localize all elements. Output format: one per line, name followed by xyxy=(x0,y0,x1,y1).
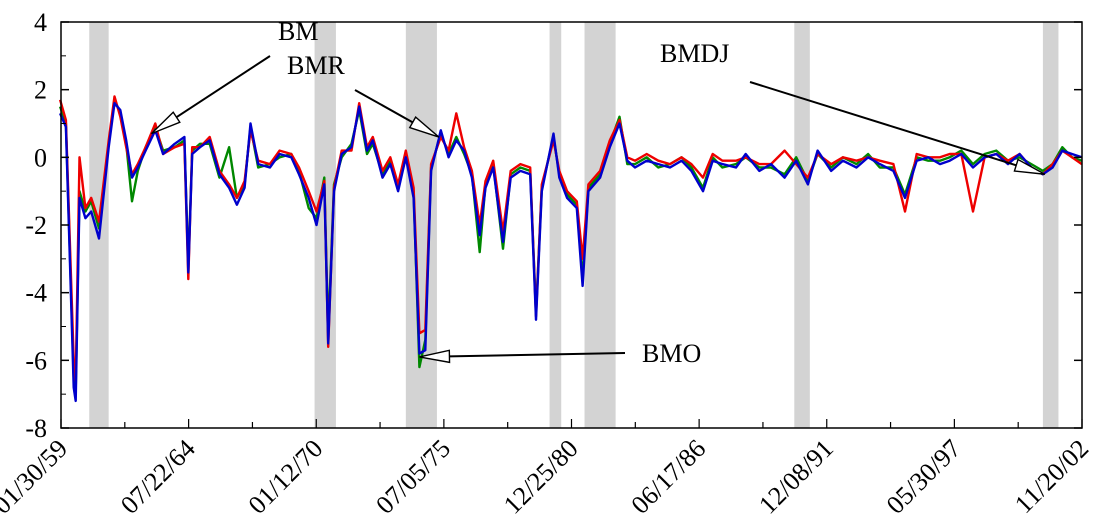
x-tick-label: 11/20/02 xyxy=(1009,434,1094,518)
x-tick-label: 12/08/91 xyxy=(753,434,839,518)
annotation-arrow-bmo xyxy=(449,352,626,358)
y-tick-label: 0 xyxy=(34,143,47,172)
plot-frame xyxy=(60,21,1083,429)
y-tick-label: -4 xyxy=(25,279,47,308)
x-tick-label: 07/05/75 xyxy=(370,434,456,518)
y-tick-label: -8 xyxy=(25,414,47,443)
y-tick-label: -6 xyxy=(25,346,47,375)
annotation-label-bm: BM xyxy=(278,17,318,46)
shaded-period-5 xyxy=(584,22,616,428)
annotation-arrowhead-bmdj xyxy=(1013,158,1046,175)
annotation-arrow-bmdj xyxy=(749,81,1017,167)
series-line-bm xyxy=(58,102,1083,403)
shaded-period-3 xyxy=(405,22,437,428)
series-lines xyxy=(58,95,1083,403)
y-tick-label: 2 xyxy=(34,76,47,105)
shaded-period-6 xyxy=(794,22,810,428)
annotation-arrow-bmr xyxy=(354,89,414,124)
annotation-arrow-bm xyxy=(175,55,271,119)
y-axis: 4 2 0 -2 -4 -6 -8 xyxy=(25,8,1082,443)
annotation-arrowhead-bmo xyxy=(419,349,451,364)
x-tick-label: 05/30/97 xyxy=(881,434,967,518)
y-tick-label: 4 xyxy=(34,8,47,37)
annotation-label-bmdj: BMDJ xyxy=(660,39,729,68)
annotation-arrowhead-bm xyxy=(150,111,181,135)
x-tick-label: 06/17/86 xyxy=(625,434,711,518)
annotations: BM BMR BMO BMDJ xyxy=(150,17,1046,368)
shaded-period-4 xyxy=(549,22,562,428)
x-tick-label: 07/22/64 xyxy=(115,434,201,518)
x-tick-label: 12/25/80 xyxy=(498,434,584,518)
annotation-arrowhead-bmr xyxy=(408,116,440,138)
x-tick-label: 01/30/59 xyxy=(0,434,73,518)
x-axis: 01/30/59 07/22/64 01/12/70 07/05/75 12/25/80… xyxy=(0,419,1094,518)
series-line-bmr xyxy=(58,95,1083,382)
annotation-label-bmo: BMO xyxy=(642,339,701,368)
annotation-label-bmr: BMR xyxy=(287,51,345,80)
shaded-periods xyxy=(89,22,1059,428)
shaded-period-7 xyxy=(1042,22,1059,428)
series-line-bmo xyxy=(58,98,1083,392)
y-tick-label: -2 xyxy=(25,211,47,240)
x-tick-label: 01/12/70 xyxy=(243,434,329,518)
